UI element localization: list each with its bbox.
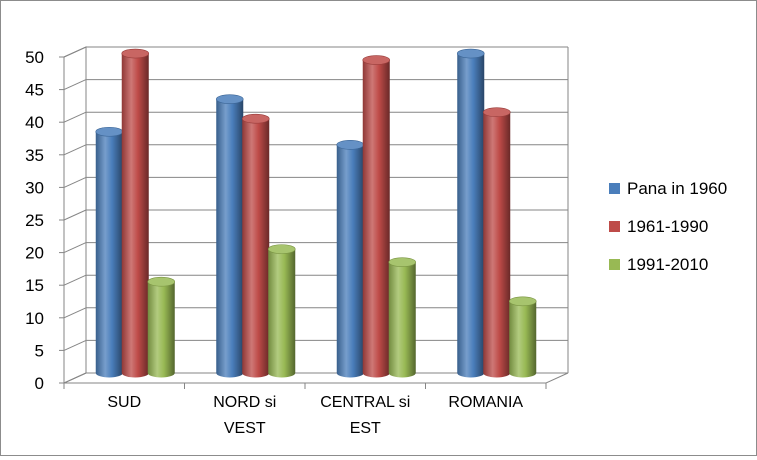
bar-2-2 bbox=[242, 118, 270, 378]
y-tick-label: 25 bbox=[25, 211, 44, 230]
y-tick-label: 30 bbox=[25, 178, 44, 197]
bar-top-1-4 bbox=[456, 48, 485, 59]
bar-top-3-3 bbox=[388, 257, 417, 267]
x-tick-label: SUD bbox=[107, 394, 141, 411]
y-tick-label: 5 bbox=[35, 341, 44, 360]
bar-3-4 bbox=[509, 301, 537, 378]
bar-2-3 bbox=[362, 60, 390, 378]
bar-2-4 bbox=[483, 112, 511, 378]
bar-top-1-2 bbox=[215, 94, 244, 104]
bar-top-3-2 bbox=[267, 244, 296, 254]
y-tick-label: 50 bbox=[25, 48, 44, 67]
bar-top-2-2 bbox=[241, 113, 270, 124]
bar-1-4 bbox=[457, 53, 485, 378]
bar-top-3-1 bbox=[147, 276, 176, 287]
gridline-side bbox=[63, 46, 87, 58]
gridline-side bbox=[63, 372, 87, 384]
gridline-side bbox=[63, 79, 87, 91]
legend-label-3: 1991-2010 bbox=[627, 255, 708, 274]
gridline-side bbox=[63, 274, 87, 286]
bar-top-2-4 bbox=[482, 107, 511, 117]
gridline-side bbox=[63, 209, 87, 221]
legend-swatch-2 bbox=[609, 221, 620, 232]
bar-top-3-4 bbox=[508, 296, 537, 307]
bar-top-2-3 bbox=[362, 55, 391, 65]
bar-3-3 bbox=[388, 262, 416, 378]
bar-3-2 bbox=[268, 249, 296, 378]
bar-1-2 bbox=[216, 99, 244, 378]
x-axis: SUD NORD si VEST CENTRAL si EST ROMANIA bbox=[63, 382, 547, 437]
y-tick-label: 20 bbox=[25, 244, 44, 263]
y-tick-label: 40 bbox=[25, 113, 44, 132]
gridline-side bbox=[63, 176, 87, 188]
bar-1-1 bbox=[95, 131, 123, 378]
bar-top-1-3 bbox=[336, 140, 365, 150]
y-tick-label: 0 bbox=[35, 374, 44, 393]
gridline-side bbox=[63, 242, 87, 254]
y-tick-label: 35 bbox=[25, 146, 44, 165]
gridline-side bbox=[63, 307, 87, 319]
legend-swatch-1 bbox=[609, 183, 620, 194]
bar-3-1 bbox=[147, 281, 175, 378]
y-tick-label: 10 bbox=[25, 309, 44, 328]
legend-label-1: Pana in 1960 bbox=[627, 179, 727, 198]
x-tick-label: NORD si VEST bbox=[213, 394, 276, 437]
y-tick-label: 15 bbox=[25, 276, 44, 295]
bar-2-1 bbox=[121, 53, 149, 378]
y-tick-label: 45 bbox=[25, 81, 44, 100]
bar-1-3 bbox=[336, 144, 364, 378]
bars bbox=[95, 48, 537, 378]
legend-swatch-3 bbox=[609, 259, 620, 270]
gridline-side bbox=[63, 111, 87, 123]
x-tick-label: ROMANIA bbox=[448, 394, 523, 411]
gridline-side bbox=[63, 144, 87, 156]
x-tick-label: CENTRAL si EST bbox=[320, 394, 410, 437]
bar-top-1-1 bbox=[95, 126, 124, 137]
bar-top-2-1 bbox=[121, 48, 150, 59]
legend-label-2: 1961-1990 bbox=[627, 217, 708, 236]
y-axis: 0 5 10 15 20 25 30 35 40 45 50 bbox=[25, 48, 64, 393]
gridline-side bbox=[63, 339, 87, 351]
legend: Pana in 1960 1961-1990 1991-2010 bbox=[609, 179, 727, 274]
